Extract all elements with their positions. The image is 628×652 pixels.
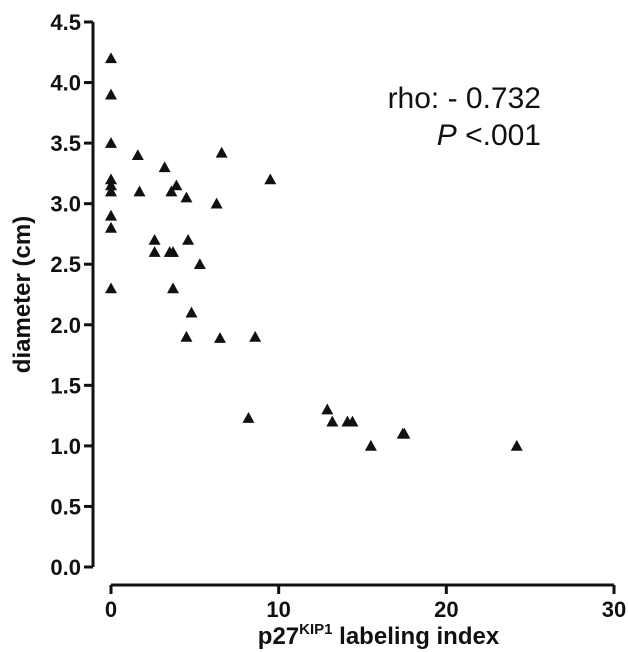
data-point [167, 282, 180, 294]
data-point [105, 221, 117, 233]
data-point [180, 191, 193, 203]
data-point [321, 403, 334, 415]
data-point [105, 173, 117, 185]
data-point [105, 185, 117, 197]
data-point [264, 173, 277, 185]
data-point [326, 415, 339, 427]
data-point [180, 330, 193, 342]
data-point [170, 179, 183, 191]
y-tick-label: 3.0 [50, 192, 81, 217]
x-tick-label: 30 [602, 597, 626, 622]
x-tick-label: 0 [105, 597, 117, 622]
data-point [105, 209, 117, 221]
data-point [210, 197, 223, 209]
data-point [167, 246, 180, 257]
x-axis-label-rest: labeling index [333, 623, 500, 650]
data-point [510, 439, 523, 451]
data-point [105, 137, 117, 148]
y-tick-label: 0.5 [50, 494, 81, 519]
x-axis-label-main: p27 [258, 623, 299, 650]
y-tick-label: 4.0 [50, 71, 81, 96]
y-tick-label: 4.5 [50, 10, 81, 35]
p-value-text: <.001 [457, 119, 541, 152]
data-point [185, 306, 198, 318]
data-point [165, 185, 178, 197]
p-value-annotation: P <.001 [437, 119, 541, 152]
p-symbol: P [437, 119, 457, 152]
data-point [105, 88, 117, 100]
data-point [148, 234, 161, 245]
rho-annotation: rho: - 0.732 [388, 82, 541, 115]
x-tick-label: 10 [266, 597, 290, 622]
data-point [131, 149, 144, 161]
ticks: 0.0 0.5 1.0 1.5 2.0 2.5 3.0 3.5 4.0 4.5 0 10 20 30 [50, 10, 626, 622]
y-tick-label: 2.5 [50, 252, 81, 277]
data-point [105, 282, 117, 294]
y-tick-label: 2.0 [50, 313, 81, 338]
data-point [105, 52, 117, 64]
data-point [242, 412, 255, 423]
data-point [133, 185, 146, 197]
data-point [182, 234, 195, 245]
data-point [249, 330, 262, 342]
data-point [105, 179, 117, 191]
axes [91, 22, 614, 587]
data-point [213, 332, 226, 343]
data-point [398, 427, 411, 439]
data-point [193, 258, 206, 270]
data-points [105, 52, 523, 451]
data-point [346, 415, 359, 427]
data-point [158, 161, 171, 173]
y-tick-label: 1.5 [50, 373, 81, 398]
data-point [364, 439, 377, 451]
y-tick-label: 3.5 [50, 131, 81, 156]
x-axis-label: p27KIP1 labeling index [258, 621, 500, 650]
y-tick-label: 0.0 [50, 555, 81, 580]
y-tick-label: 1.0 [50, 434, 81, 459]
x-axis-label-superscript: KIP1 [299, 621, 332, 638]
x-tick-label: 20 [434, 597, 458, 622]
data-point [215, 146, 228, 158]
y-axis-label: diameter (cm) [9, 216, 36, 373]
data-point [148, 246, 161, 257]
